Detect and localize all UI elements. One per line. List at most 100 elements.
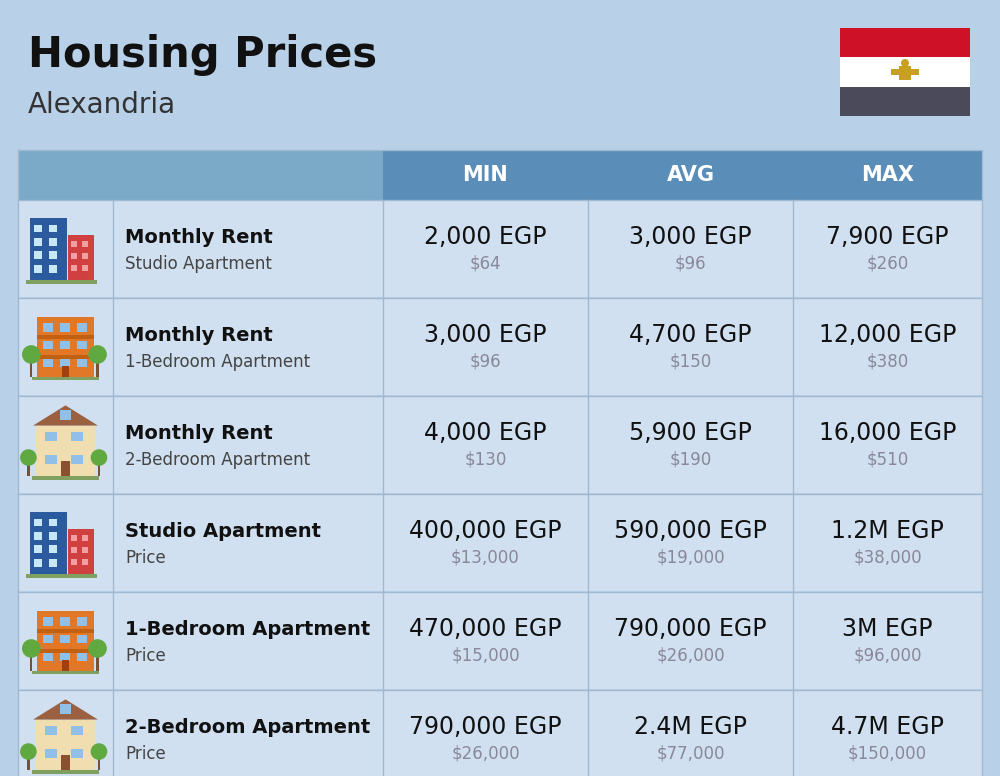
- Polygon shape: [33, 699, 98, 719]
- Bar: [36, 425, 95, 476]
- Text: 5,900 EGP: 5,900 EGP: [629, 421, 752, 445]
- Bar: [82, 547, 88, 553]
- Text: Housing Prices: Housing Prices: [28, 34, 377, 76]
- Text: 1-Bedroom Apartment: 1-Bedroom Apartment: [125, 353, 310, 371]
- Bar: [18, 592, 982, 689]
- Bar: [45, 749, 57, 758]
- Bar: [71, 547, 77, 553]
- Bar: [37, 335, 94, 339]
- Bar: [45, 431, 57, 441]
- Bar: [60, 653, 70, 661]
- Text: 3,000 EGP: 3,000 EGP: [629, 225, 752, 249]
- Bar: [60, 359, 70, 367]
- Bar: [71, 535, 77, 541]
- Circle shape: [22, 345, 41, 364]
- Bar: [68, 235, 94, 280]
- Text: 3,000 EGP: 3,000 EGP: [424, 324, 547, 347]
- Text: 2,000 EGP: 2,000 EGP: [424, 225, 547, 249]
- Bar: [840, 87, 970, 116]
- Text: Monthly Rent: Monthly Rent: [125, 227, 273, 247]
- Bar: [32, 476, 99, 480]
- Bar: [37, 355, 94, 359]
- Text: 470,000 EGP: 470,000 EGP: [409, 617, 562, 641]
- Bar: [43, 341, 53, 349]
- Text: 4,700 EGP: 4,700 EGP: [629, 324, 752, 347]
- Bar: [18, 150, 383, 200]
- Text: Studio Apartment: Studio Apartment: [125, 521, 321, 541]
- Bar: [30, 362, 32, 376]
- Bar: [34, 224, 42, 233]
- Bar: [60, 341, 70, 349]
- Text: $15,000: $15,000: [451, 646, 520, 665]
- Bar: [32, 770, 99, 774]
- Text: MAX: MAX: [861, 165, 914, 185]
- Text: $96: $96: [470, 353, 501, 371]
- Bar: [96, 656, 99, 670]
- Text: $96,000: $96,000: [853, 646, 922, 665]
- Bar: [36, 719, 95, 770]
- Bar: [49, 251, 57, 259]
- Bar: [49, 265, 57, 273]
- Bar: [18, 396, 982, 493]
- Bar: [891, 69, 901, 75]
- Text: 16,000 EGP: 16,000 EGP: [819, 421, 956, 445]
- Bar: [98, 759, 100, 770]
- Bar: [18, 298, 982, 395]
- Bar: [49, 224, 57, 233]
- Bar: [60, 635, 70, 643]
- Bar: [27, 465, 30, 476]
- Circle shape: [88, 639, 107, 658]
- Bar: [82, 265, 88, 271]
- Bar: [34, 518, 42, 526]
- Text: 590,000 EGP: 590,000 EGP: [614, 519, 767, 543]
- Text: 790,000 EGP: 790,000 EGP: [614, 617, 767, 641]
- Text: 2.4M EGP: 2.4M EGP: [634, 715, 747, 740]
- Text: $190: $190: [669, 451, 712, 469]
- Bar: [34, 559, 42, 567]
- Text: 12,000 EGP: 12,000 EGP: [819, 324, 956, 347]
- Bar: [26, 574, 97, 577]
- Bar: [49, 532, 57, 540]
- Bar: [60, 324, 70, 331]
- Bar: [32, 376, 99, 380]
- Bar: [37, 649, 94, 653]
- Bar: [49, 546, 57, 553]
- Text: Price: Price: [125, 549, 166, 566]
- Bar: [71, 726, 83, 735]
- Text: Price: Price: [125, 646, 166, 665]
- Circle shape: [91, 743, 107, 760]
- Text: $150: $150: [669, 353, 712, 371]
- Bar: [43, 653, 53, 661]
- Bar: [43, 618, 53, 625]
- Bar: [909, 69, 919, 75]
- Text: 4.7M EGP: 4.7M EGP: [831, 715, 944, 740]
- Bar: [32, 670, 99, 674]
- Bar: [899, 66, 911, 80]
- Bar: [34, 546, 42, 553]
- Text: $96: $96: [675, 255, 706, 272]
- Bar: [71, 431, 83, 441]
- Bar: [61, 461, 70, 476]
- Text: Studio Apartment: Studio Apartment: [125, 255, 272, 272]
- Bar: [43, 324, 53, 331]
- Bar: [77, 341, 87, 349]
- Text: $19,000: $19,000: [656, 549, 725, 566]
- Text: $260: $260: [866, 255, 909, 272]
- Bar: [37, 317, 94, 376]
- Text: $64: $64: [470, 255, 501, 272]
- Text: $13,000: $13,000: [451, 549, 520, 566]
- Circle shape: [20, 449, 37, 466]
- Text: $380: $380: [866, 353, 909, 371]
- Bar: [68, 529, 94, 574]
- Text: 2-Bedroom Apartment: 2-Bedroom Apartment: [125, 451, 310, 469]
- Bar: [27, 759, 30, 770]
- Bar: [71, 455, 83, 464]
- Text: Monthly Rent: Monthly Rent: [125, 424, 273, 443]
- Bar: [60, 410, 71, 420]
- Bar: [30, 512, 67, 573]
- Bar: [37, 611, 94, 670]
- Bar: [34, 265, 42, 273]
- Bar: [77, 653, 87, 661]
- Bar: [96, 362, 99, 376]
- Bar: [62, 660, 69, 670]
